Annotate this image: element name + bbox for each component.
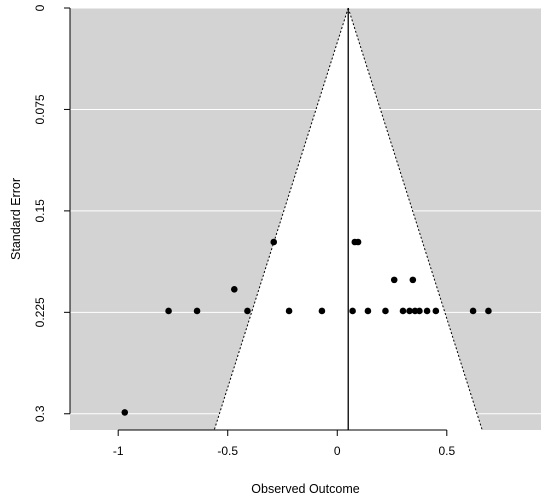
data-point: [423, 307, 431, 315]
data-point: [349, 307, 356, 315]
data-point: [231, 286, 238, 293]
y-axis-title: Standard Error: [9, 178, 23, 260]
data-point: [382, 307, 389, 315]
funnel-right-edge: [347, 7, 483, 431]
y-tick-label: 0.225: [33, 297, 47, 327]
data-point: [409, 276, 417, 284]
y-tick-label: 0.15: [33, 199, 47, 223]
x-tick-label: 0.5: [438, 444, 455, 458]
x-tick-label: 0: [334, 444, 341, 458]
data-point: [244, 307, 251, 315]
data-point: [399, 307, 407, 315]
data-point: [285, 307, 293, 315]
data-point: [406, 307, 413, 315]
x-tick-label: -1: [113, 444, 124, 458]
data-point: [469, 307, 477, 315]
data-point: [354, 238, 362, 246]
data-point: [193, 307, 201, 315]
x-tick-label: -0.5: [217, 444, 238, 458]
data-point: [390, 276, 398, 284]
y-tick-label: 0.075: [33, 94, 47, 124]
funnel-left-edge: [213, 7, 349, 431]
y-tick-label: 0.3: [33, 405, 47, 422]
data-point: [432, 307, 440, 315]
data-point: [121, 409, 129, 416]
data-point: [165, 307, 172, 315]
data-point: [364, 307, 372, 315]
data-point: [485, 307, 492, 315]
axes: 0 0.075 0.15 0.225 0.3 -1 -0.5 0 0.5: [33, 4, 455, 458]
y-tick-label: 0: [33, 4, 47, 11]
data-point: [270, 238, 278, 246]
plot-area: [70, 7, 541, 431]
data-points: [121, 238, 492, 416]
x-axis-title: Observed Outcome: [251, 482, 359, 496]
data-point: [318, 307, 326, 315]
data-point: [416, 307, 423, 315]
